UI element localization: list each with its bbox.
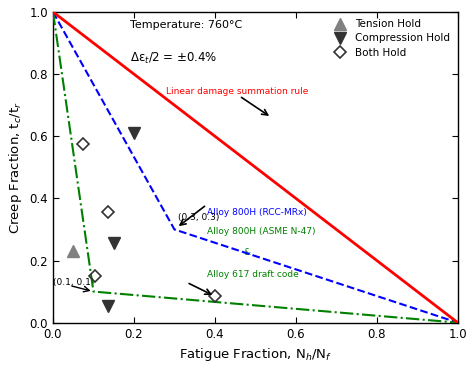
Text: Alloy 800H (ASME N-47): Alloy 800H (ASME N-47) <box>207 227 315 236</box>
Text: Linear damage summation rule: Linear damage summation rule <box>166 87 309 96</box>
Legend: Tension Hold, Compression Hold, Both Hold: Tension Hold, Compression Hold, Both Hol… <box>328 17 453 60</box>
Text: (0.3, 0.3): (0.3, 0.3) <box>178 213 220 222</box>
Text: Δε$_t$/2 = ±0.4%: Δε$_t$/2 = ±0.4% <box>130 51 218 66</box>
Y-axis label: Creep Fraction, t$_c$/t$_r$: Creep Fraction, t$_c$/t$_r$ <box>7 101 24 234</box>
Text: Temperature: 760°C: Temperature: 760°C <box>130 20 242 30</box>
Text: &: & <box>243 248 250 258</box>
X-axis label: Fatigue Fraction, N$_h$/N$_f$: Fatigue Fraction, N$_h$/N$_f$ <box>179 346 332 363</box>
Text: Alloy 800H (RCC-MRx): Alloy 800H (RCC-MRx) <box>207 208 307 217</box>
Text: (0.1, 0.1): (0.1, 0.1) <box>54 278 95 287</box>
Text: Alloy 617 draft code: Alloy 617 draft code <box>207 270 299 279</box>
